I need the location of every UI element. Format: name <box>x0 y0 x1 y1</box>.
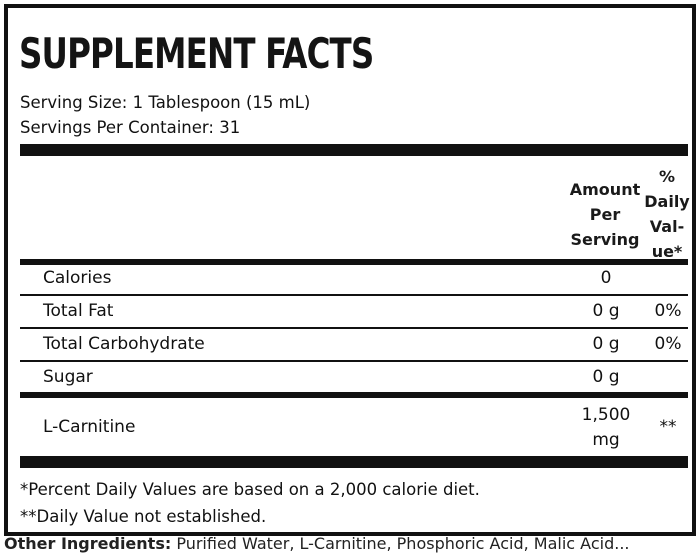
header-divider <box>20 259 688 265</box>
daily-value-header: % Daily Val-ue* <box>644 167 690 261</box>
row-amount-total-carbohydrate: 0 g <box>592 334 620 354</box>
thick-divider <box>20 144 688 156</box>
row-divider <box>20 327 688 329</box>
supplement-facts-panel: SUPPLEMENT FACTS Serving Size: 1 Tablesp… <box>4 4 696 536</box>
row-amount-l-carnitine: 1,500 mg <box>581 405 631 450</box>
row-label-total-fat: Total Fat <box>43 301 114 321</box>
row-divider <box>20 360 688 362</box>
row-dv-total-fat: 0% <box>654 301 682 321</box>
section-divider <box>20 392 688 398</box>
row-amount-calories: 0 <box>600 268 612 288</box>
other-ingredients-label: Other Ingredients: <box>4 534 172 553</box>
row-dv-l-carnitine: ** <box>659 417 677 437</box>
other-ingredients-text: Purified Water, L-Carnitine, Phosphoric … <box>176 534 630 553</box>
serving-size: Serving Size: 1 Tablespoon (15 mL) <box>20 93 311 112</box>
row-label-calories: Calories <box>43 268 112 288</box>
row-dv-total-carbohydrate: 0% <box>654 334 682 354</box>
row-label-total-carbohydrate: Total Carbohydrate <box>43 334 205 354</box>
bottom-thick-divider <box>20 456 688 468</box>
row-divider <box>20 294 688 296</box>
other-ingredients: Other Ingredients: Purified Water, L-Car… <box>4 534 694 554</box>
servings-per-container: Servings Per Container: 31 <box>20 118 241 137</box>
row-amount-sugar: 0 g <box>592 367 620 387</box>
row-amount-total-fat: 0 g <box>592 301 620 321</box>
footnote-not-established: **Daily Value not established. <box>20 507 267 526</box>
row-label-sugar: Sugar <box>43 367 93 387</box>
panel-title: SUPPLEMENT FACTS <box>19 29 374 78</box>
amount-per-serving-header: Amount Per Serving <box>569 180 641 249</box>
footnote-daily-values: *Percent Daily Values are based on a 2,0… <box>20 480 480 499</box>
row-label-l-carnitine: L-Carnitine <box>43 417 136 437</box>
